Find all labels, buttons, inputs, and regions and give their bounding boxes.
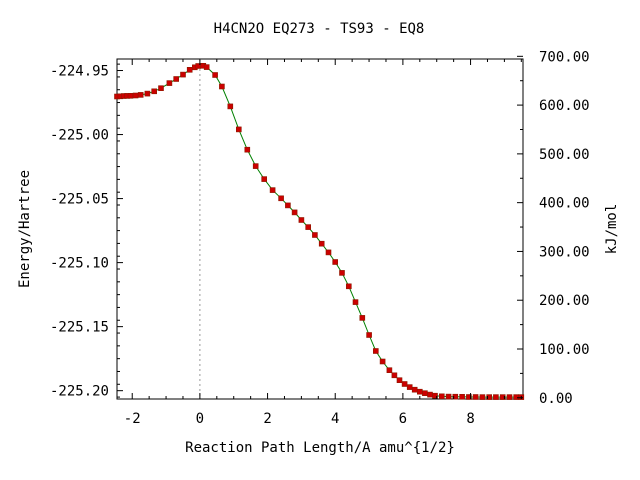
- data-point: [416, 388, 423, 395]
- data-point: [379, 358, 386, 365]
- data-point: [278, 195, 284, 202]
- data-point: [352, 299, 359, 305]
- data-point: [144, 90, 151, 97]
- data-point: [345, 283, 352, 290]
- y2-tick-label: 400.00: [539, 196, 590, 212]
- data-point: [291, 209, 298, 216]
- data-point: [173, 76, 179, 82]
- y2-tick-label: 100.00: [539, 342, 590, 358]
- data-point: [432, 392, 438, 399]
- x-tick-label: 4: [331, 411, 339, 427]
- data-point: [151, 88, 157, 95]
- y-tick-label: -225.00: [50, 128, 109, 144]
- data-point: [244, 146, 251, 153]
- y-tick-label: -225.10: [50, 256, 109, 272]
- data-point: [499, 394, 506, 400]
- data-point: [396, 377, 403, 384]
- x-axis-ticks: -2 0 2 4 6 8: [124, 59, 522, 427]
- plot-frame: [116, 58, 524, 400]
- chart-title: H4CN2O EQ273 - TS93 - EQ8: [214, 21, 425, 37]
- data-point: [305, 224, 312, 230]
- data-point: [391, 372, 398, 379]
- data-point: [466, 394, 472, 400]
- data-point: [366, 332, 372, 338]
- data-point: [459, 393, 465, 400]
- y2-tick-label: 300.00: [539, 244, 590, 260]
- energy-profile-line: [116, 65, 522, 398]
- data-point: [339, 270, 345, 276]
- y2-axis-label: kJ/mol: [604, 204, 620, 255]
- data-point: [318, 240, 325, 247]
- data-point: [285, 202, 291, 209]
- data-point: [203, 64, 210, 70]
- data-point: [227, 103, 234, 110]
- x-tick-label: -2: [124, 411, 141, 427]
- data-point: [158, 85, 164, 91]
- y-axis-ticks: -224.95 -225.00 -225.05 -225.10 -225.15 -225.…: [50, 64, 123, 400]
- y-tick-label: -225.05: [50, 192, 109, 208]
- x-tick-label: 6: [399, 411, 407, 427]
- y2-tick-label: 200.00: [539, 293, 590, 309]
- y2-tick-label: 600.00: [539, 98, 590, 114]
- data-point: [180, 71, 186, 78]
- data-point: [401, 381, 408, 387]
- data-point: [438, 393, 445, 400]
- y2-tick-label: 500.00: [539, 147, 590, 163]
- data-point: [219, 83, 225, 90]
- data-point: [493, 394, 499, 400]
- data-point: [427, 391, 433, 398]
- data-point: [411, 386, 418, 393]
- data-point: [406, 384, 413, 390]
- y-tick-label: -224.95: [50, 64, 109, 80]
- data-point: [386, 367, 393, 374]
- data-point: [422, 390, 428, 397]
- data-point: [261, 176, 268, 182]
- y2-axis-ticks: 700.00 600.00 500.00 400.00 300.00 200.00 100.…: [517, 49, 590, 407]
- data-point: [186, 67, 193, 73]
- data-point: [472, 394, 479, 400]
- data-point: [506, 394, 513, 400]
- data-point: [479, 394, 486, 400]
- data-point: [127, 93, 134, 99]
- data-point: [359, 315, 366, 321]
- data-point: [212, 72, 218, 78]
- y-axis-label: Energy/Hartree: [17, 170, 33, 288]
- data-point: [236, 126, 242, 133]
- x-tick-label: 8: [466, 411, 474, 427]
- plot-area: [114, 58, 525, 400]
- data-point: [298, 217, 305, 223]
- data-point: [486, 394, 493, 400]
- data-point: [513, 394, 520, 400]
- data-point: [372, 348, 379, 354]
- data-point: [252, 163, 259, 169]
- data-point: [312, 232, 318, 238]
- data-point: [452, 393, 459, 400]
- data-point: [445, 393, 452, 400]
- y2-tick-label: 0.00: [539, 391, 573, 407]
- data-points: [114, 62, 525, 400]
- data-point: [132, 92, 139, 99]
- data-point: [325, 249, 332, 256]
- y-tick-label: -225.20: [50, 384, 109, 400]
- x-axis-label: Reaction Path Length/A amu^{1/2}: [185, 440, 455, 456]
- x-tick-label: 0: [196, 411, 204, 427]
- data-point: [137, 92, 144, 98]
- y-tick-label: -225.15: [50, 320, 109, 336]
- x-tick-label: 2: [263, 411, 271, 427]
- data-point: [332, 259, 339, 265]
- data-point: [166, 80, 173, 86]
- y2-tick-label: 700.00: [539, 49, 590, 65]
- data-point: [269, 187, 276, 193]
